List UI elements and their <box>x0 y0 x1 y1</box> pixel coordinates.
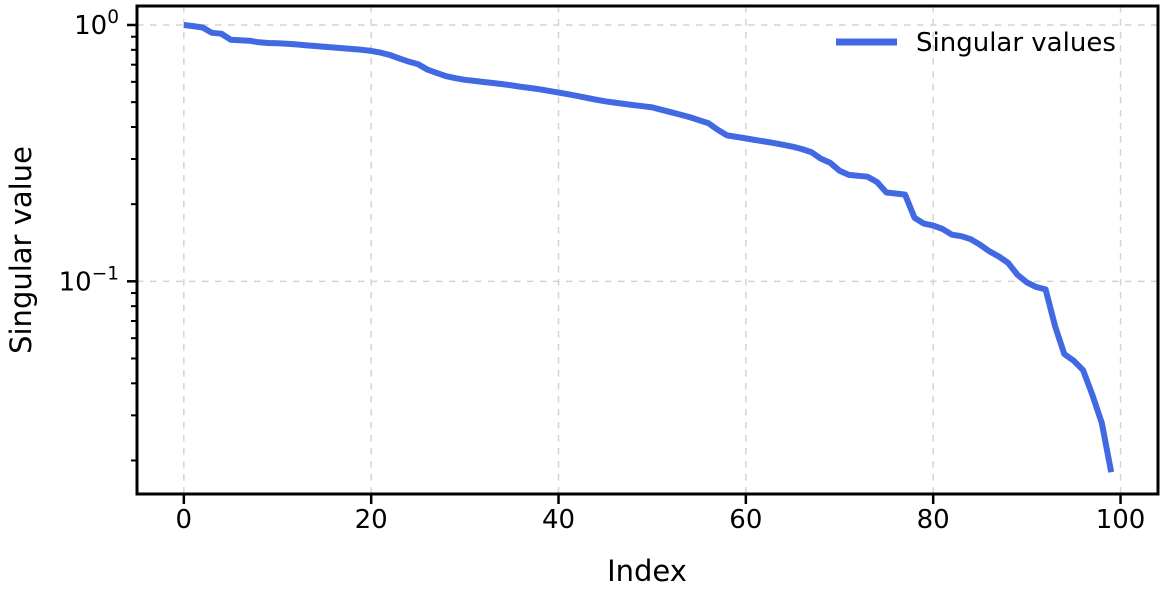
legend: Singular values <box>836 28 1116 58</box>
x-tick-labels: 0 20 40 60 80 100 <box>176 505 1146 535</box>
x-axis-ticks <box>182 494 1122 504</box>
legend-entry-label: Singular values <box>916 28 1116 58</box>
x-tick-label: 60 <box>729 505 762 535</box>
y-axis-label: Singular value <box>4 146 38 354</box>
y-tick-label: 100 <box>74 7 119 41</box>
x-tick-label: 100 <box>1096 505 1146 535</box>
grid <box>137 6 1158 494</box>
y-tick-labels: 100 10−1 <box>59 7 119 297</box>
x-tick-label: 20 <box>355 505 388 535</box>
y-axis-ticks <box>127 23 137 462</box>
y-tick-label: 10−1 <box>59 263 119 297</box>
singular-values-line <box>183 22 1115 473</box>
series-group <box>183 22 1115 473</box>
x-tick-label: 40 <box>542 505 575 535</box>
x-tick-label: 0 <box>176 505 193 535</box>
x-axis-label: Index <box>607 554 687 588</box>
plot-border <box>135 4 1160 496</box>
x-tick-label: 80 <box>917 505 950 535</box>
